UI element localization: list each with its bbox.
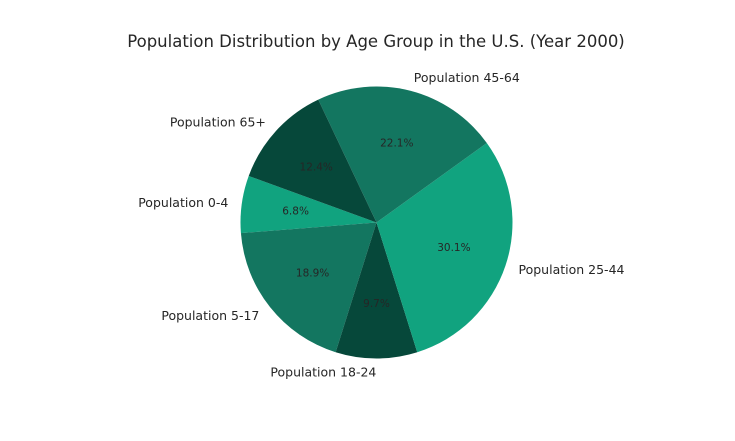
pct-population-25-44: 30.1% — [437, 242, 470, 254]
pct-population-65: 12.4% — [300, 162, 333, 174]
label-population-65: Population 65+ — [170, 114, 266, 129]
percent-labels: 6.8% 18.9% 9.7% 30.1% 22.1% 12.4% — [282, 138, 470, 311]
slice-population-0-4 — [240, 175, 377, 234]
label-population-18-24: Population 18-24 — [270, 365, 376, 380]
pct-population-5-17: 18.9% — [296, 267, 329, 279]
slice-population-45-64 — [318, 86, 487, 223]
pct-population-45-64: 22.1% — [380, 138, 413, 150]
pie-slices — [240, 86, 513, 359]
label-population-45-64: Population 45-64 — [414, 70, 520, 85]
chart-title: Population Distribution by Age Group in … — [127, 32, 625, 51]
slice-population-5-17 — [240, 222, 377, 353]
slice-labels: Population 0-4 Population 5-17 Population … — [138, 70, 624, 380]
label-population-25-44: Population 25-44 — [519, 262, 625, 277]
label-population-5-17: Population 5-17 — [161, 308, 259, 323]
slice-population-18-24 — [335, 222, 418, 359]
label-population-0-4: Population 0-4 — [138, 195, 228, 210]
slice-population-65 — [248, 99, 377, 223]
pct-population-0-4: 6.8% — [282, 206, 309, 218]
pct-population-18-24: 9.7% — [363, 298, 390, 310]
slice-population-25-44 — [376, 142, 513, 353]
